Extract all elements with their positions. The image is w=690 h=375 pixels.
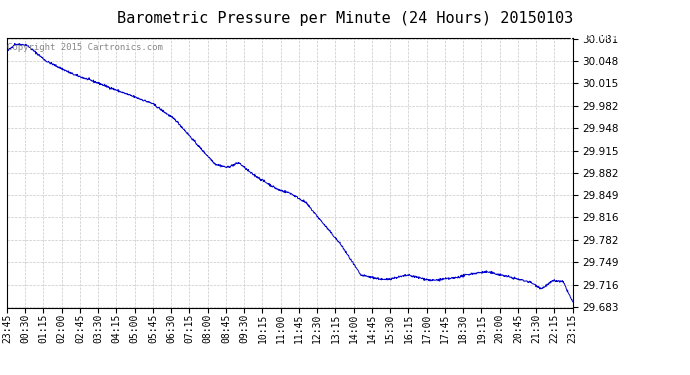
Text: Pressure  (Inches/Hg): Pressure (Inches/Hg) [570,31,690,40]
Text: Barometric Pressure per Minute (24 Hours) 20150103: Barometric Pressure per Minute (24 Hours… [117,11,573,26]
Text: Copyright 2015 Cartronics.com: Copyright 2015 Cartronics.com [8,43,164,52]
